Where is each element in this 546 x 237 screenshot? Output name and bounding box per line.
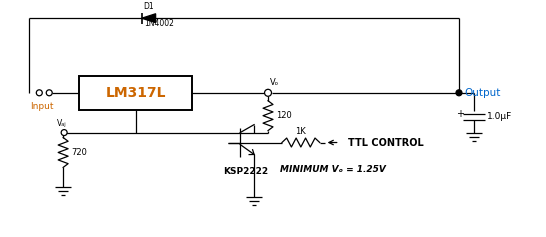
Text: 720: 720	[71, 148, 87, 157]
Polygon shape	[142, 14, 156, 23]
Text: KSP2222: KSP2222	[223, 167, 269, 176]
Text: 120: 120	[276, 111, 292, 120]
Text: 1N4002: 1N4002	[144, 19, 174, 28]
Text: D1: D1	[144, 2, 155, 11]
Text: TTL CONTROL: TTL CONTROL	[348, 137, 423, 147]
Text: MINIMUM Vₒ = 1.25V: MINIMUM Vₒ = 1.25V	[280, 165, 386, 174]
Circle shape	[61, 130, 67, 136]
Circle shape	[456, 90, 462, 96]
Text: Output: Output	[464, 88, 500, 98]
Bar	[79, 76, 192, 110]
Circle shape	[265, 89, 271, 96]
Circle shape	[46, 90, 52, 96]
Text: Vₐⱼ: Vₐⱼ	[57, 118, 67, 128]
Text: Vₒ: Vₒ	[270, 78, 279, 87]
Text: 1.0μF: 1.0μF	[487, 112, 512, 121]
Text: 1K: 1K	[295, 127, 306, 136]
Text: Input: Input	[31, 102, 54, 111]
Text: LM317L: LM317L	[105, 86, 166, 100]
Circle shape	[36, 90, 42, 96]
Text: +: +	[456, 109, 464, 119]
